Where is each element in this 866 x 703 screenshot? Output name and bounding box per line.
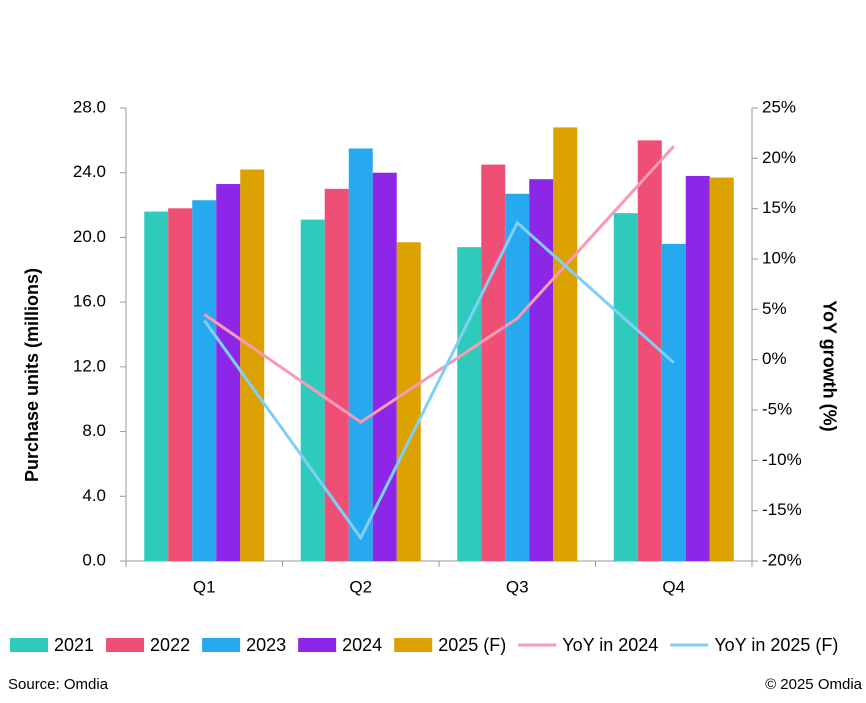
y2-tick-label: 25% [762, 97, 796, 116]
legend-swatch [298, 638, 337, 652]
bar [709, 177, 734, 561]
source: Source: Omdia [8, 676, 109, 693]
x-tick-label: Q3 [506, 577, 529, 596]
bar [457, 247, 482, 561]
line [203, 145, 675, 424]
bar [553, 127, 578, 562]
bar [144, 211, 169, 562]
bar [685, 175, 710, 561]
y2-axis-title: YoY growth (%) [819, 300, 839, 431]
y-tick-label: 8.0 [82, 421, 106, 440]
legend-label: 2024 [342, 635, 382, 655]
bar [372, 172, 397, 561]
y2-tick-label: 0% [762, 349, 787, 368]
bar [396, 242, 421, 561]
legend-label: 2023 [246, 635, 286, 655]
legend-swatch [394, 638, 433, 652]
y2-tick-label: 20% [762, 148, 796, 167]
x-tick-label: Q2 [349, 577, 372, 596]
y2-tick-label: 15% [762, 198, 796, 217]
y2-tick-label: -5% [762, 399, 792, 418]
bar [481, 164, 506, 561]
x-tick-label: Q1 [193, 577, 216, 596]
bar [192, 200, 217, 562]
legend-label: YoY in 2025 (F) [714, 635, 838, 655]
y-axis-title: Purchase units (millions) [22, 268, 42, 482]
bar [168, 208, 193, 562]
x-tick-label: Q4 [662, 577, 685, 596]
line [203, 220, 675, 541]
bar [505, 193, 530, 561]
y2-tick-label: -20% [762, 550, 802, 569]
y2-tick-label: 5% [762, 299, 787, 318]
y-tick-label: 12.0 [73, 356, 106, 375]
bar [661, 243, 686, 561]
y-tick-label: 28.0 [73, 97, 106, 116]
y-tick-label: 16.0 [73, 292, 106, 311]
y2-tick-label: -10% [762, 450, 802, 469]
legend-swatch [202, 638, 241, 652]
legend-label: 2022 [150, 635, 190, 655]
y-tick-label: 24.0 [73, 162, 106, 181]
y-tick-label: 0.0 [82, 550, 106, 569]
bar [240, 169, 265, 561]
y2-tick-label: 10% [762, 248, 796, 267]
copyright: © 2025 Omdia [765, 676, 863, 693]
y2-tick-label: -15% [762, 500, 802, 519]
bar [216, 184, 241, 561]
y-tick-label: 20.0 [73, 227, 106, 246]
bar [637, 140, 662, 561]
y-tick-label: 4.0 [82, 486, 106, 505]
bar [613, 213, 638, 562]
legend-label: 2025 (F) [438, 635, 506, 655]
legend-swatch [10, 638, 48, 652]
bar [348, 148, 373, 562]
bar [324, 188, 349, 561]
legend-label: 2021 [54, 635, 94, 655]
legend-label: YoY in 2024 [562, 635, 658, 655]
legend-swatch [106, 638, 145, 652]
